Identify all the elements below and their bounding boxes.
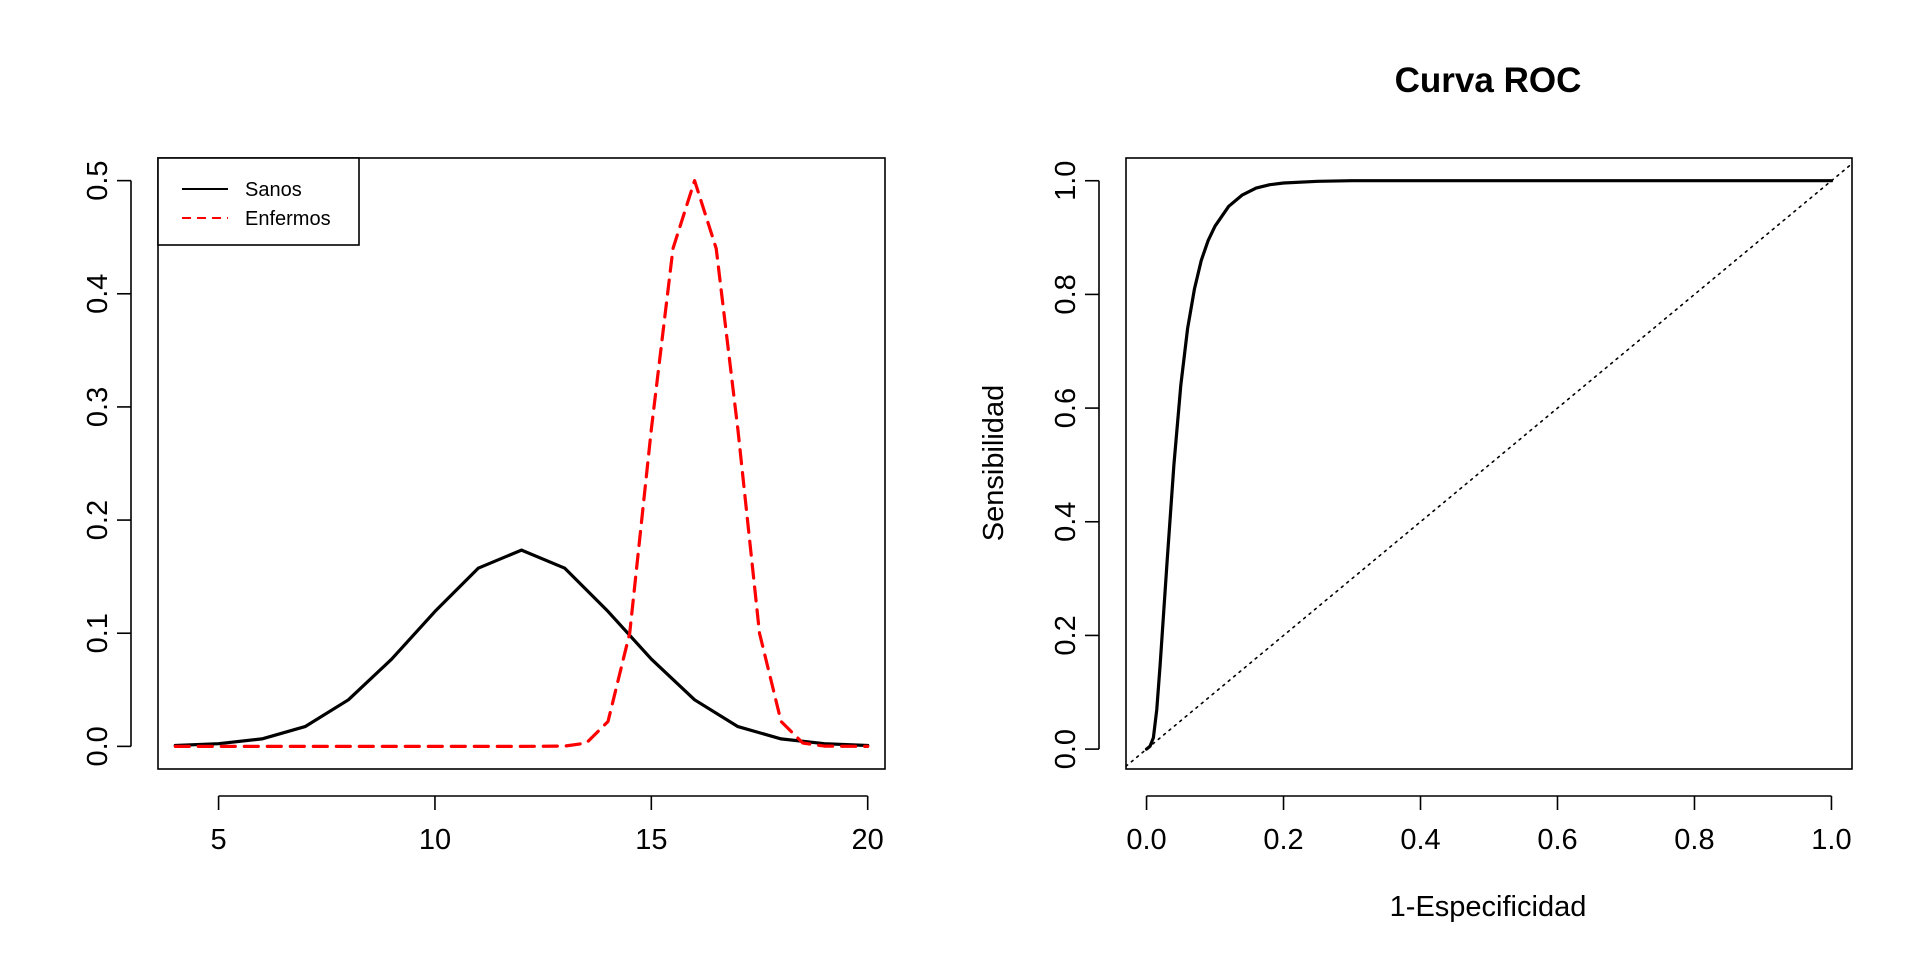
density-y-tick-label: 0.4 [82, 274, 114, 314]
roc-y-tick-label: 0.4 [1050, 502, 1082, 542]
density-y-tick-label: 0.0 [82, 726, 114, 766]
density-y-tick-label: 0.5 [82, 160, 114, 200]
roc-y-tick-label: 1.0 [1050, 161, 1082, 201]
roc-y-axis: 0.0 0.2 0.4 0.6 0.8 1.0 [1050, 161, 1100, 769]
roc-x-tick-label: 0.8 [1674, 824, 1714, 856]
density-y-tick-label: 0.3 [82, 387, 114, 427]
density-y-tick-label: 0.1 [82, 613, 114, 653]
roc-x-tick-label: 1.0 [1811, 824, 1851, 856]
roc-y-axis-title: Sensibilidad [978, 385, 1010, 541]
roc-y-tick-label: 0.0 [1050, 729, 1082, 769]
density-x-tick-label: 5 [211, 824, 227, 856]
density-plot-frame [157, 157, 886, 770]
roc-plot-frame [1125, 157, 1853, 770]
roc-y-tick-label: 0.8 [1050, 274, 1082, 314]
density-panel: 5 10 15 20 0.0 0.1 0.2 0.3 0.4 0.5 Sanos Enfermo… [82, 157, 886, 856]
roc-panel: 0.0 0.2 0.4 0.6 0.8 1.0 0.0 0.2 0.4 0.6 0.8 1.0 Cu… [978, 61, 1853, 923]
roc-y-tick-label: 0.2 [1050, 615, 1082, 655]
roc-x-axis: 0.0 0.2 0.4 0.6 0.8 1.0 [1126, 795, 1852, 856]
roc-x-tick-label: 0.4 [1400, 824, 1440, 856]
roc-series-group [1126, 162, 1852, 768]
roc-x-tick-label: 0.2 [1263, 824, 1303, 856]
legend-label-enfermos: Enfermos [245, 208, 331, 230]
roc-series-line-0 [1144, 179, 1834, 751]
density-x-tick-label: 10 [419, 824, 451, 856]
density-x-tick-label: 15 [635, 824, 667, 856]
roc-series-line-1 [1126, 162, 1852, 768]
density-y-axis: 0.0 0.1 0.2 0.3 0.4 0.5 [82, 160, 132, 767]
roc-y-tick-label: 0.6 [1050, 388, 1082, 428]
legend-box [157, 157, 360, 246]
roc-x-tick-label: 0.6 [1537, 824, 1577, 856]
roc-chart-title: Curva ROC [1395, 61, 1582, 100]
density-series-line-0 [173, 548, 870, 748]
density-series-group [173, 179, 870, 749]
density-y-tick-label: 0.2 [82, 500, 114, 540]
density-series-line-1 [173, 179, 870, 749]
density-x-axis: 5 10 15 20 [211, 795, 884, 856]
density-x-tick-label: 20 [852, 824, 884, 856]
legend: Sanos Enfermos [157, 157, 360, 246]
roc-x-axis-title: 1-Especificidad [1390, 891, 1587, 923]
legend-label-sanos: Sanos [245, 179, 302, 201]
roc-x-tick-label: 0.0 [1126, 824, 1166, 856]
